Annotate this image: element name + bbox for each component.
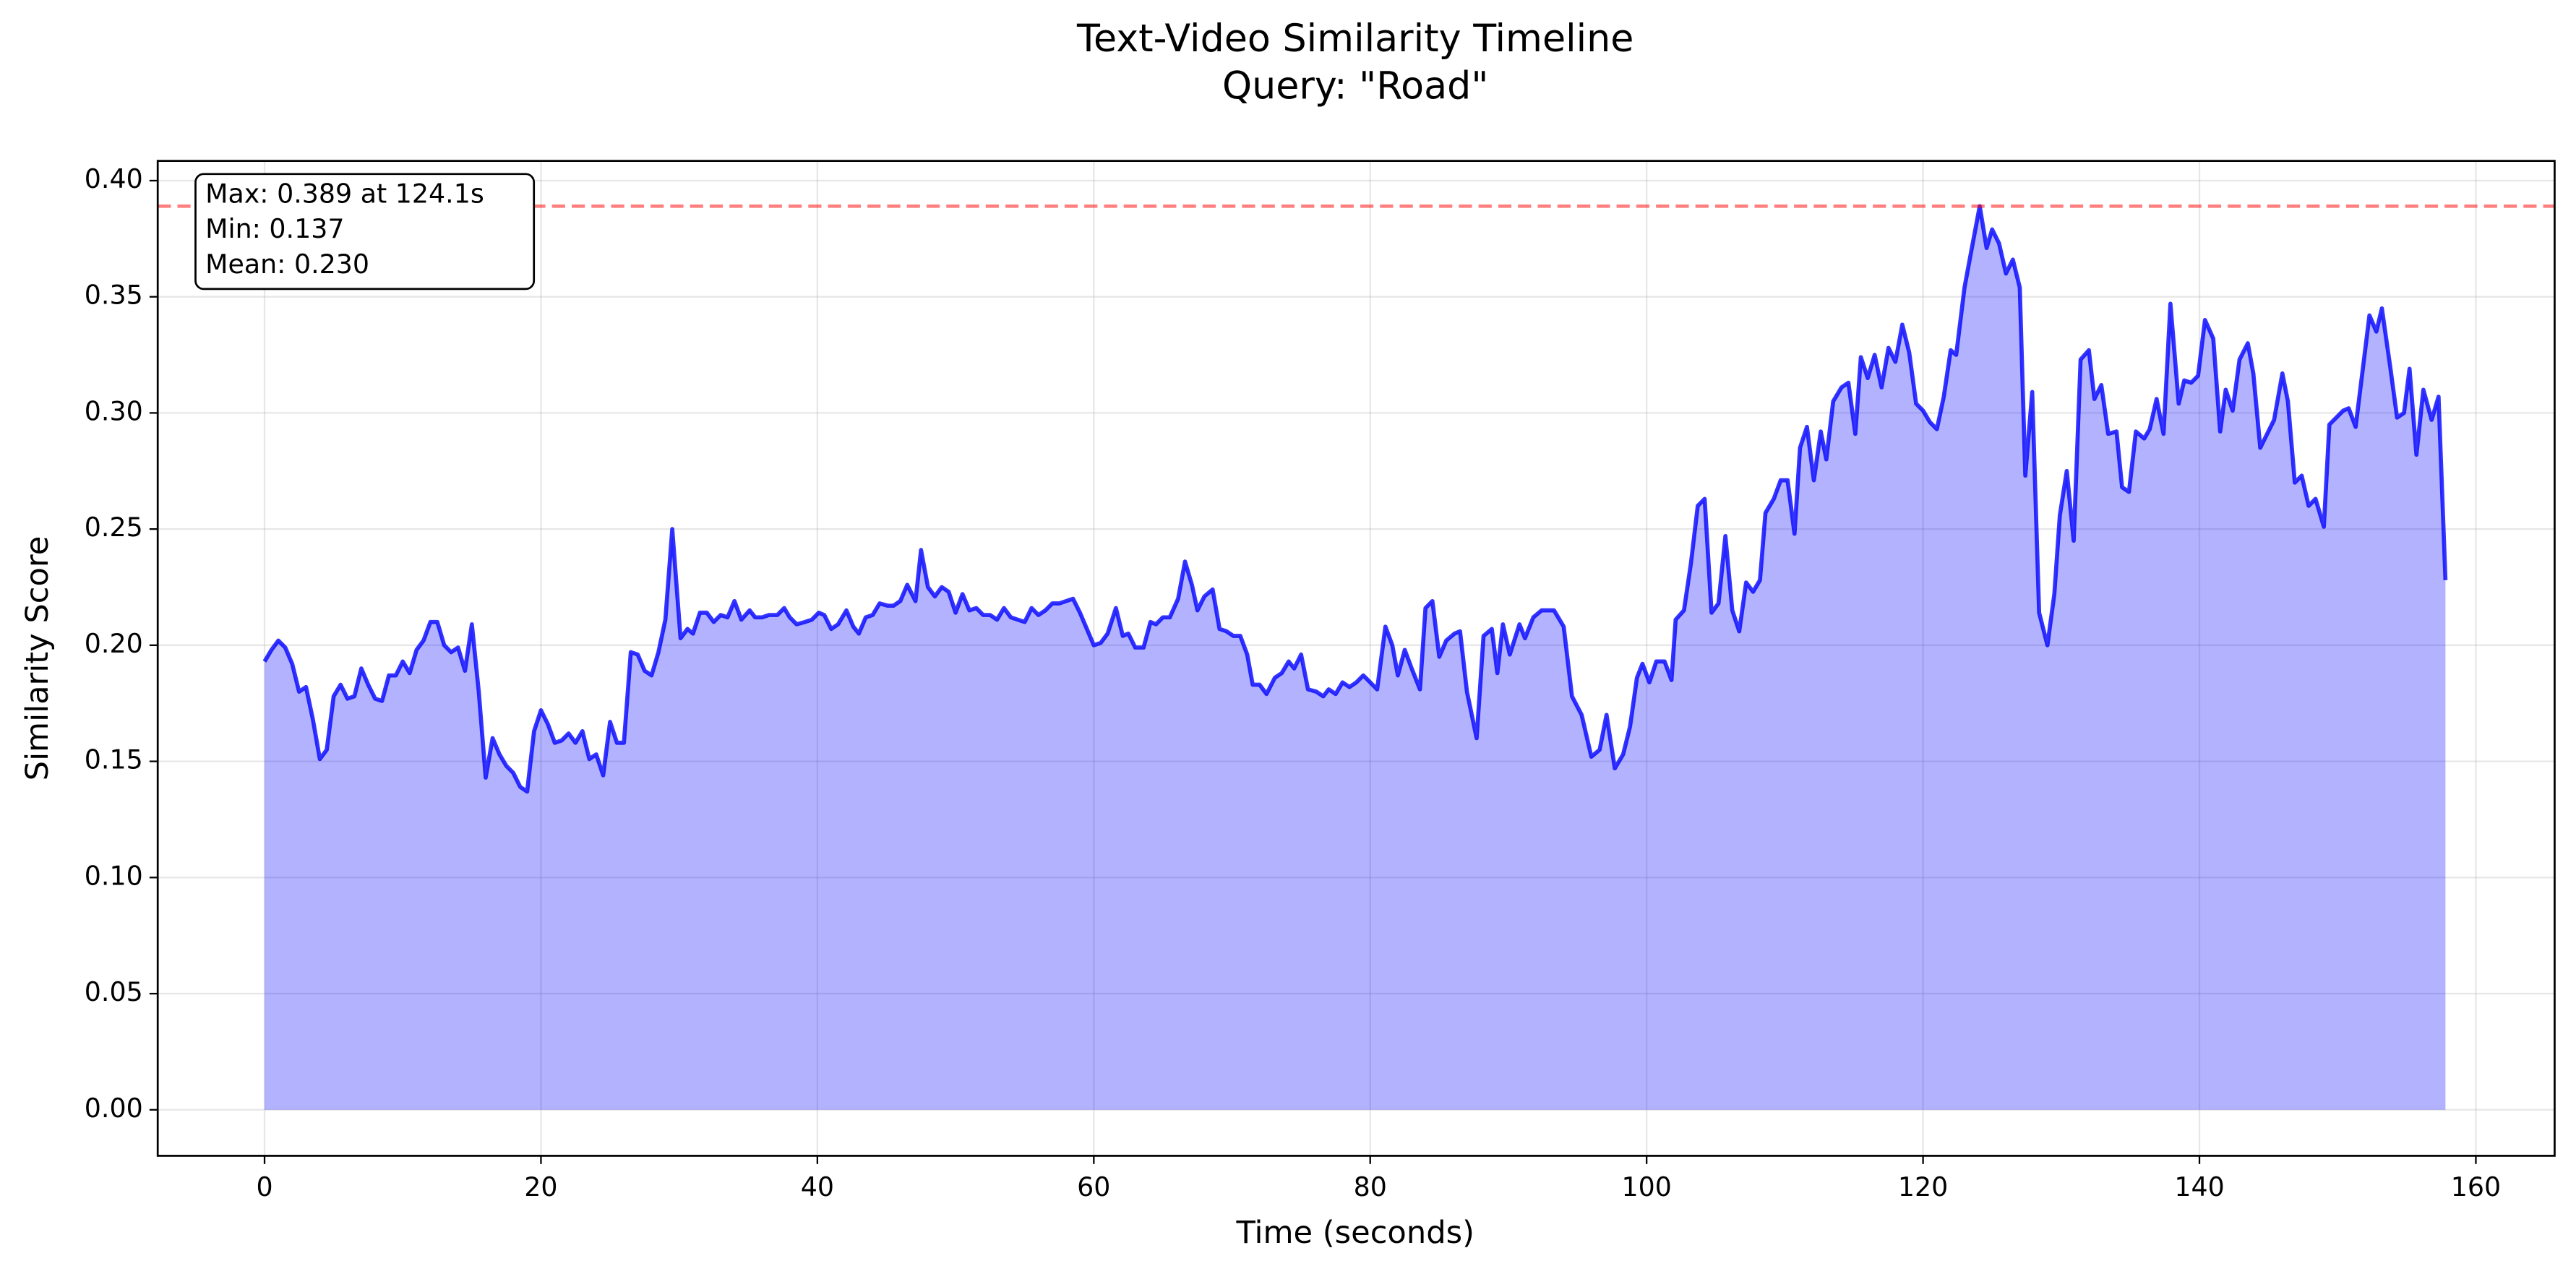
x-tick-label: 60 <box>1077 1171 1110 1202</box>
x-tick-label: 160 <box>2451 1171 2501 1202</box>
x-tick-label: 120 <box>1898 1171 1948 1202</box>
x-tick-label: 0 <box>256 1171 272 1202</box>
stats-box <box>194 173 536 290</box>
y-tick-label: 0.30 <box>85 395 143 426</box>
x-axis-label: Time (seconds) <box>1235 1215 1474 1251</box>
y-tick-label: 0.25 <box>85 512 143 543</box>
x-tick-label: 140 <box>2174 1171 2224 1202</box>
stats-text: Min: 0.137 <box>205 213 344 244</box>
y-tick-label: 0.35 <box>85 280 143 311</box>
plot-frame <box>156 160 2556 1157</box>
line <box>262 204 2448 794</box>
y-axis-label: Similarity Score <box>20 536 56 781</box>
stats-text: Mean: 0.230 <box>205 249 369 280</box>
y-tick-label: 0.15 <box>85 744 143 775</box>
area <box>265 206 2446 1110</box>
x-tick-label: 80 <box>1354 1171 1387 1202</box>
x-tick-label: 40 <box>801 1171 834 1202</box>
y-tick-label: 0.20 <box>85 628 143 659</box>
chart-title: Text-Video Similarity Timeline <box>1076 17 1633 61</box>
y-tick-label: 0.00 <box>85 1093 143 1124</box>
y-tick-label: 0.40 <box>85 163 143 194</box>
stats-text: Max: 0.389 at 124.1s <box>205 178 484 209</box>
x-tick-label: 20 <box>524 1171 557 1202</box>
chart-subtitle: Query: "Road" <box>1222 64 1488 108</box>
y-tick-label: 0.05 <box>85 976 143 1007</box>
plot-area: 0 20 40 60 80 100 120 140 160 0.00 0.05 0.10 0.15 0.2… <box>85 160 2556 1202</box>
x-tick-label: 100 <box>1621 1171 1671 1202</box>
y-tick-label: 0.10 <box>85 860 143 891</box>
